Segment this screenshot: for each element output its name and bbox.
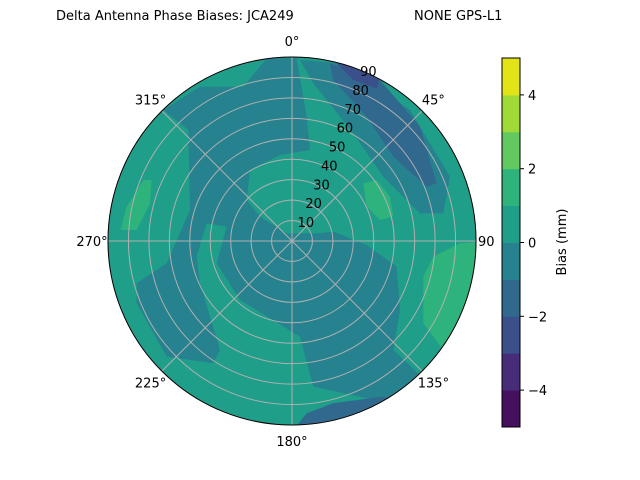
angular-gridline [291, 110, 423, 242]
chart-title-left: Delta Antenna Phase Biases: JCA249 [56, 9, 294, 24]
contour-region-level--1 [299, 59, 450, 214]
colorbar-tick-label: −2 [528, 310, 547, 325]
contour-region-level--2 [329, 63, 437, 187]
radial-tick-label: 90 [360, 65, 377, 80]
angular-gridline [161, 110, 293, 242]
contour-region-level--1 [136, 58, 420, 404]
colorbar-tick-label: 4 [528, 89, 536, 104]
angular-tick-label: 315° [135, 94, 166, 109]
colorbar-band [502, 168, 520, 207]
colorbar-band [502, 205, 520, 243]
angular-tick-label: 45° [422, 94, 445, 109]
colorbar-band [502, 131, 520, 170]
polar-frame [107, 56, 477, 426]
angular-gridline [291, 240, 423, 372]
contour-region-level-1 [120, 179, 152, 230]
colorbar: 4 2 0 −2 −4 [501, 57, 547, 428]
colorbar-label: Bias (mm) [555, 209, 570, 276]
colorbar-band [502, 279, 520, 317]
contour-region-level--3 [333, 59, 380, 89]
colorbar-band [502, 353, 520, 391]
radial-tick-label: 60 [337, 122, 354, 137]
contour-region-level--2 [293, 396, 400, 425]
colorbar-band [502, 94, 520, 133]
chart-title-right: NONE GPS-L1 [414, 9, 503, 24]
radial-tick-label: 40 [321, 159, 338, 174]
colorbar-tick-label: 2 [528, 163, 536, 178]
angular-gridline [161, 240, 293, 372]
colorbar-band [502, 390, 520, 428]
angular-tick-label: 90 [478, 235, 495, 250]
angular-tick-label: 135° [418, 376, 449, 391]
angular-tick-label: 0° [285, 35, 300, 50]
colorbar-band [502, 242, 520, 280]
colorbar-band [502, 316, 520, 354]
radial-tick-label: 70 [344, 103, 361, 118]
angular-tick-label: 180° [276, 435, 307, 450]
colorbar-tick-label: 0 [528, 237, 536, 252]
angular-tick-label: 225° [135, 376, 166, 391]
radial-tick-label: 30 [313, 178, 330, 193]
radial-tick-label: 20 [305, 197, 322, 212]
radial-tick-label: 10 [298, 216, 315, 231]
radial-tick-label: 80 [352, 84, 369, 99]
colorbar-tick-label: −4 [528, 384, 547, 399]
polar-grid [107, 56, 477, 426]
radial-tick-label: 50 [329, 141, 346, 156]
angular-tick-label: 270° [76, 235, 107, 250]
contour-region-level-1 [363, 179, 394, 220]
colorbar-band [502, 58, 520, 96]
